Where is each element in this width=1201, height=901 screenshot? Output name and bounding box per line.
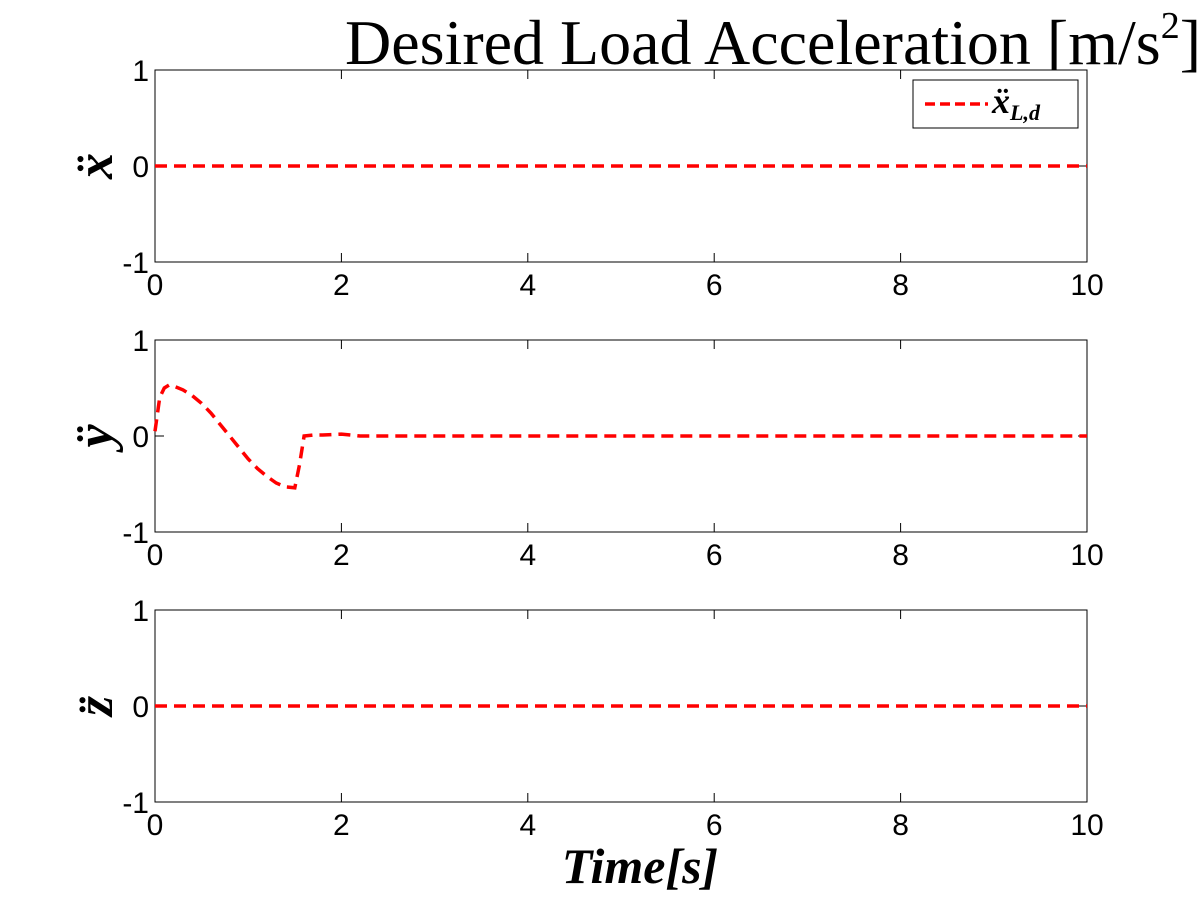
y-tick-label: -1 <box>122 517 149 550</box>
y-tick-label: 1 <box>132 325 149 358</box>
y-axis-label-z: z̈ <box>67 695 124 718</box>
series-line-y <box>153 383 1087 490</box>
y-tick-label: -1 <box>122 247 149 280</box>
x-tick-label: 2 <box>333 539 350 572</box>
legend-entry: ẍL,d <box>991 81 1041 125</box>
y-tick-label: 0 <box>132 421 149 454</box>
x-tick-label: 0 <box>147 539 164 572</box>
x-tick-label: 2 <box>333 269 350 302</box>
x-tick-label: 8 <box>892 809 909 842</box>
title-superscript: 2 <box>1161 5 1180 47</box>
y-axis-label-x: ẍ <box>67 153 124 180</box>
x-tick-label: 0 <box>147 269 164 302</box>
y-tick-label: 1 <box>132 55 149 88</box>
x-tick-label: 10 <box>1070 539 1103 572</box>
title-bracket: ] <box>1180 7 1201 78</box>
x-tick-label: 4 <box>519 269 536 302</box>
x-tick-label: 6 <box>706 269 723 302</box>
x-tick-label: 8 <box>892 269 909 302</box>
x-tick-label: 6 <box>706 539 723 572</box>
x-tick-label: 10 <box>1070 809 1103 842</box>
x-tick-label: 4 <box>519 539 536 572</box>
legend: ẍL,d <box>912 79 1079 129</box>
x-tick-label: 8 <box>892 539 909 572</box>
x-tick-label: 6 <box>706 809 723 842</box>
y-axis-label-y: ÿ <box>67 424 124 454</box>
x-tick-label: 10 <box>1070 269 1103 302</box>
chart-title: Desired Load Acceleration [m/s2] <box>345 5 1201 78</box>
y-tick-label: 1 <box>132 595 149 628</box>
y-tick-label: 0 <box>132 691 149 724</box>
x-tick-label: 2 <box>333 809 350 842</box>
x-tick-label: 4 <box>519 809 536 842</box>
x-tick-label: 0 <box>147 809 164 842</box>
y-tick-label: -1 <box>122 787 149 820</box>
x-axis-label: Time[s] <box>562 838 718 894</box>
y-tick-label: 0 <box>132 151 149 184</box>
